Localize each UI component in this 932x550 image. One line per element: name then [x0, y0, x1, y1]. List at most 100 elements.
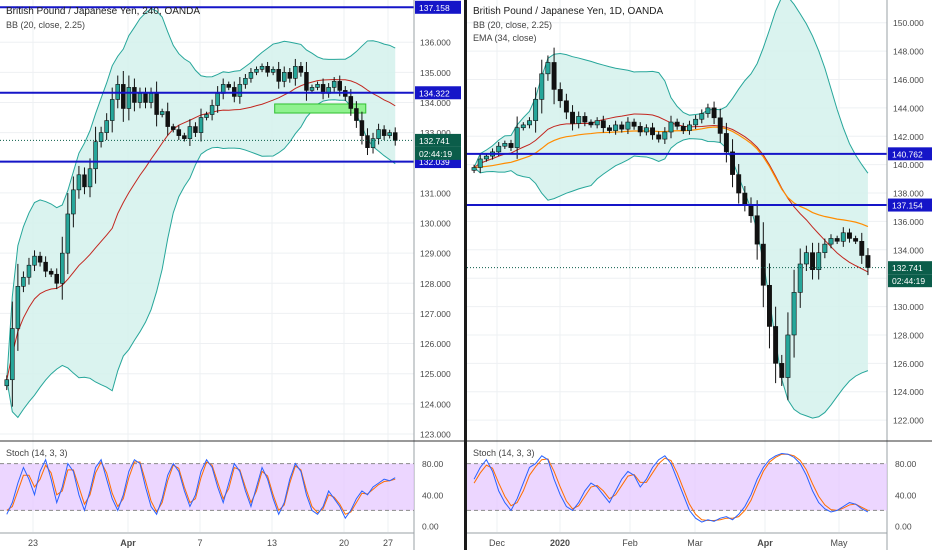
- y-tick-label: 128.000: [420, 279, 451, 289]
- candle-up: [315, 84, 320, 88]
- candle-up: [198, 117, 204, 133]
- candle-up: [687, 124, 692, 131]
- candle-up: [502, 143, 508, 147]
- candle-down: [853, 238, 859, 242]
- candle-down: [359, 120, 365, 136]
- stoch-d-line: [6, 460, 396, 515]
- x-tick-label: Mar: [687, 538, 703, 548]
- y-tick-label: 140.000: [893, 160, 924, 170]
- last-price-label-bg: [888, 261, 932, 275]
- left-chart-panel[interactable]: 123.000 124.000 125.000 126.000 127.000 128.0…: [0, 0, 464, 550]
- stoch-band-fill: [467, 463, 887, 511]
- x-tick-label: 7: [197, 538, 202, 548]
- candle-down: [287, 72, 293, 79]
- candle-up: [187, 126, 193, 139]
- indicator-label: EMA (34, close): [473, 33, 537, 43]
- candle-down: [570, 111, 575, 124]
- bollinger-lower-line: [6, 99, 396, 419]
- y-tick-label: 136.000: [420, 38, 451, 48]
- candle-up: [60, 252, 65, 284]
- stoch-label: Stoch (14, 3, 3): [473, 448, 535, 458]
- candle-down: [337, 81, 342, 91]
- y-tick-label: 126.000: [420, 339, 451, 349]
- candle-up: [533, 99, 539, 121]
- candle-up: [215, 93, 220, 106]
- candle-down: [37, 255, 43, 263]
- candle-down: [298, 66, 304, 73]
- y-tick-label: 125.000: [420, 369, 451, 379]
- candle-up: [816, 252, 822, 270]
- candle-up: [803, 252, 809, 265]
- panel-divider[interactable]: [464, 0, 467, 550]
- stoch-k-line: [473, 452, 869, 523]
- candle-up: [159, 111, 165, 115]
- bollinger-upper-line: [6, 7, 396, 380]
- stoch-y-tick: 80.00: [422, 459, 444, 469]
- candle-up: [204, 114, 209, 118]
- candle-down: [143, 93, 148, 103]
- indicator-label: BB (20, close, 2.25): [473, 20, 552, 30]
- candle-down: [742, 192, 748, 205]
- candle-down: [711, 107, 717, 119]
- candle-down: [132, 87, 137, 103]
- candle-down: [348, 96, 354, 109]
- y-tick-label: 146.000: [893, 75, 924, 85]
- y-tick-label: 148.000: [893, 47, 924, 57]
- x-tick-label: 27: [383, 538, 393, 548]
- price-label-low-bg: [888, 198, 932, 212]
- candle-up: [387, 132, 392, 136]
- y-tick-label: 131.000: [420, 188, 451, 198]
- price-label-top: 137.158: [419, 3, 450, 13]
- candle-down: [365, 135, 370, 148]
- y-tick-label: 124.000: [420, 399, 451, 409]
- candle-down: [304, 72, 309, 91]
- candle-up: [791, 292, 797, 336]
- candle-up: [87, 168, 93, 188]
- candle-down: [508, 143, 514, 148]
- candle-up: [248, 72, 254, 79]
- y-tick-label: 136.000: [893, 217, 924, 227]
- candle-down: [54, 273, 59, 284]
- right-chart-panel[interactable]: 122.000124.000126.000128.000130.000132.0…: [467, 0, 932, 550]
- candle-down: [767, 284, 772, 327]
- candle-down: [582, 116, 588, 123]
- candle-down: [736, 174, 742, 194]
- candle-up: [625, 121, 631, 130]
- candle-up: [270, 69, 276, 73]
- candle-down: [631, 121, 637, 127]
- candle-down: [121, 84, 126, 109]
- candle-down: [557, 89, 563, 102]
- candle-down: [265, 66, 270, 73]
- candle-down: [154, 93, 159, 115]
- candle-down: [276, 69, 281, 82]
- candle-up: [576, 116, 582, 124]
- candle-up: [370, 138, 376, 148]
- x-tick-label: 2020: [550, 538, 570, 548]
- candle-up: [293, 66, 298, 79]
- candle-down: [656, 134, 662, 140]
- bollinger-lower-line: [473, 138, 869, 419]
- last-price-label-bg: [415, 133, 461, 147]
- candle-up: [254, 69, 259, 73]
- countdown-label: 02:44:19: [419, 149, 452, 159]
- price-label-top-bg: [415, 0, 461, 14]
- candle-up: [527, 120, 532, 126]
- chart-title: British Pound / Japanese Yen, 1D, OANDA: [473, 6, 663, 17]
- candle-down: [82, 174, 87, 188]
- stoch-band-fill: [0, 463, 414, 511]
- candle-up: [21, 276, 26, 287]
- candle-up: [65, 213, 71, 254]
- candle-up: [32, 255, 37, 266]
- candle-up: [662, 131, 668, 140]
- y-tick-label: 126.000: [893, 359, 924, 369]
- candle-down: [588, 121, 594, 126]
- candle-up: [471, 167, 477, 171]
- candle-down: [193, 126, 198, 133]
- last-price-label: 132.741: [892, 263, 923, 273]
- candle-up: [613, 124, 619, 131]
- candle-down: [847, 232, 852, 239]
- stoch-y-tick: 0.00: [422, 522, 439, 532]
- countdown-label-bg: [415, 146, 461, 160]
- candle-up: [109, 99, 115, 121]
- candle-up: [496, 145, 502, 153]
